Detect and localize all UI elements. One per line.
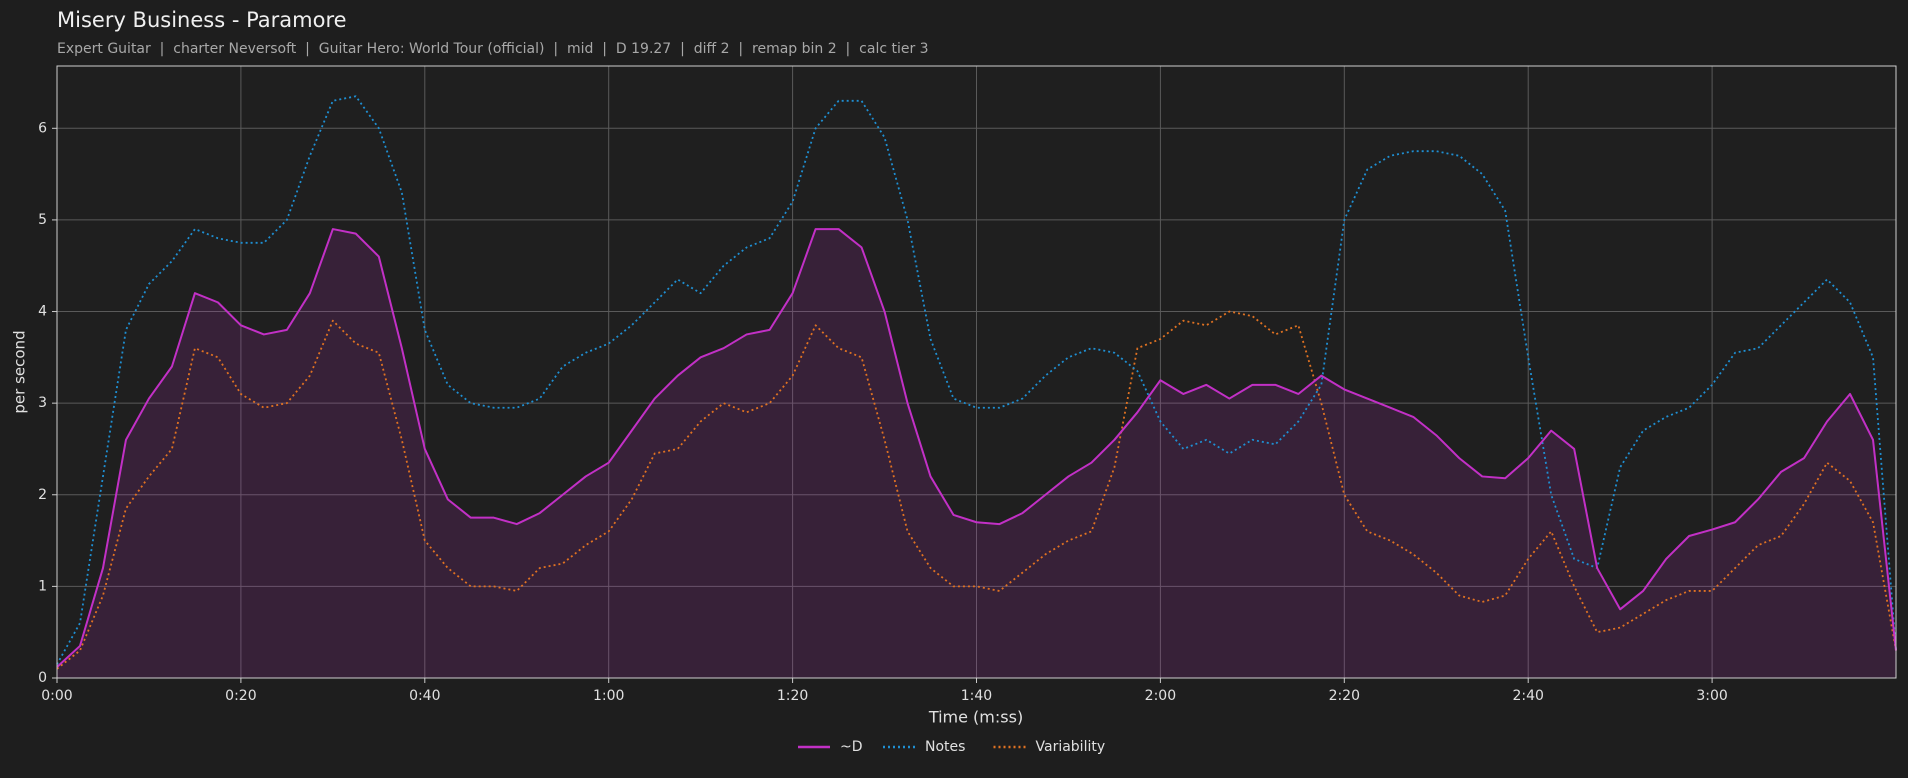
x-tick-label: 3:00 <box>1696 688 1727 704</box>
y-tick-label: 0 <box>38 670 47 686</box>
series-line <box>56 95 1897 665</box>
y-tick-label: 6 <box>38 120 47 136</box>
x-tick-label: 2:00 <box>1145 688 1176 704</box>
chart-subtitle: Expert Guitar | charter Neversoft | Guit… <box>57 41 929 57</box>
plot-frame <box>56 65 1897 679</box>
y-tick-label: 2 <box>38 487 47 503</box>
legend-label: Notes <box>925 739 965 755</box>
series-area <box>57 229 1896 678</box>
y-tick-label: 5 <box>38 212 47 228</box>
x-tick-label: 0:20 <box>225 688 256 704</box>
x-tick-label: 0:40 <box>409 688 440 704</box>
series-line <box>56 228 1897 668</box>
x-axis-label: Time (m:ss) <box>928 708 1023 727</box>
x-tick-label: 0:00 <box>41 688 72 704</box>
legend-label: ~D <box>840 739 863 755</box>
series-line <box>56 310 1897 670</box>
y-tick-label: 3 <box>38 395 47 411</box>
x-tick-label: 2:20 <box>1329 688 1360 704</box>
x-tick-label: 1:00 <box>593 688 624 704</box>
y-axis-label: per second <box>11 330 29 413</box>
chart-title: Misery Business - Paramore <box>57 8 347 32</box>
y-tick-label: 4 <box>38 304 47 320</box>
x-tick-label: 2:40 <box>1512 688 1543 704</box>
legend-label: Variability <box>1036 739 1106 755</box>
x-tick-label: 1:20 <box>777 688 808 704</box>
x-tick-label: 1:40 <box>961 688 992 704</box>
y-tick-label: 1 <box>38 578 47 594</box>
